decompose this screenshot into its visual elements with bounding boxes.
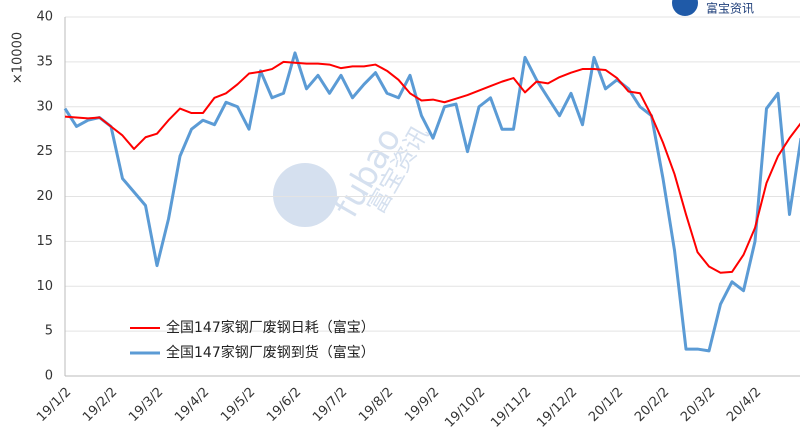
x-tick-label: 19/10/2 xyxy=(442,385,488,431)
x-tick-label: 19/2/2 xyxy=(80,385,120,425)
y-tick-label: 20 xyxy=(36,189,53,204)
x-tick-label: 20/2/2 xyxy=(632,385,672,425)
series-line xyxy=(63,51,800,353)
x-tick-label: 19/5/2 xyxy=(218,385,258,425)
y-tick-label: 30 xyxy=(36,99,53,114)
y-tick-label: 25 xyxy=(36,144,53,159)
y-tick-label: 5 xyxy=(45,324,53,339)
x-tick-label: 19/7/2 xyxy=(310,385,350,425)
watermark: fubao 富宝资讯 xyxy=(273,120,434,227)
x-tick-label: 19/4/2 xyxy=(172,385,212,425)
x-tick-label: 19/6/2 xyxy=(264,385,304,425)
y-tick-label: 35 xyxy=(36,54,53,69)
logo-text: 富宝资讯 xyxy=(706,1,754,16)
logo-icon xyxy=(672,0,698,16)
x-tick-label: 19/12/2 xyxy=(534,385,580,431)
series-line xyxy=(64,60,800,274)
y-axis-label: ×10000 xyxy=(11,32,26,84)
logo: 富宝资讯 xyxy=(668,0,800,18)
logo-bg xyxy=(668,0,800,18)
x-tick-label: 20/4/2 xyxy=(724,385,764,425)
x-tick-label: 19/1/2 xyxy=(34,385,74,425)
legend-label: 全国147家钢厂废钢日耗（富宝） xyxy=(166,319,375,336)
y-tick-label: 40 xyxy=(36,10,53,25)
legend-label: 全国147家钢厂废钢到货（富宝） xyxy=(166,344,375,361)
x-tick-label: 19/9/2 xyxy=(402,385,442,425)
x-tick-label: 19/3/2 xyxy=(126,385,166,425)
y-tick-label: 15 xyxy=(36,234,53,249)
x-tick-label: 20/1/2 xyxy=(586,385,626,425)
watermark-icon xyxy=(273,163,337,227)
x-tick-label: 19/8/2 xyxy=(356,385,396,425)
x-tick-label: 19/11/2 xyxy=(488,385,534,431)
x-tick-label: 20/3/2 xyxy=(678,385,718,425)
y-tick-label: 10 xyxy=(36,279,53,294)
y-tick-label: 0 xyxy=(45,369,53,384)
